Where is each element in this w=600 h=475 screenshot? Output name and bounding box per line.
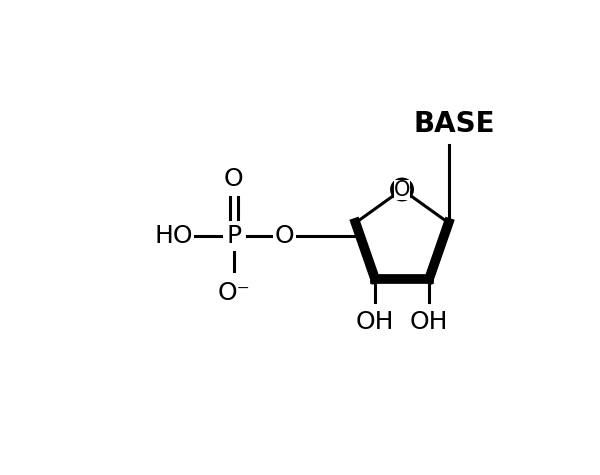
Text: O: O	[224, 167, 244, 191]
Circle shape	[392, 180, 412, 200]
Text: BASE: BASE	[414, 110, 496, 138]
Text: O: O	[275, 224, 295, 248]
Text: OH: OH	[410, 310, 448, 333]
Text: P: P	[226, 224, 241, 248]
Text: O: O	[394, 180, 410, 200]
Text: HO: HO	[154, 224, 193, 248]
Text: OH: OH	[356, 310, 394, 333]
Text: O⁻: O⁻	[218, 281, 250, 305]
